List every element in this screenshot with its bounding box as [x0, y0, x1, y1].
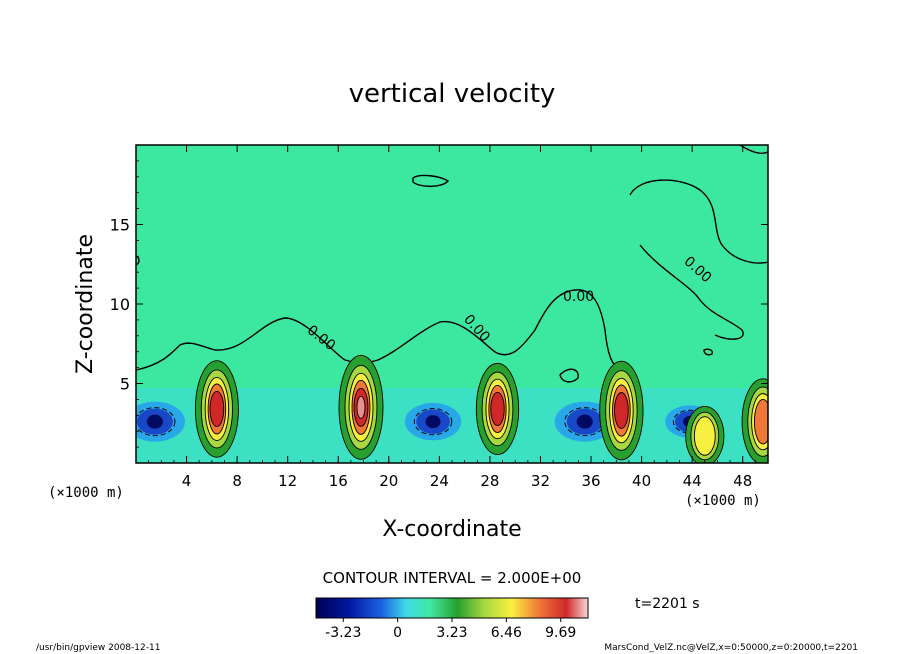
x-tick-label: 8: [232, 472, 242, 490]
downdraft-contour: [413, 408, 453, 436]
y-tick-label: 5: [120, 375, 130, 394]
x-tick-label: 48: [733, 472, 752, 490]
downdraft-contour: [136, 407, 176, 437]
x-tick-label: 36: [581, 472, 600, 490]
updraft-level: [490, 391, 505, 427]
x-unit-label-right: (×1000 m): [685, 493, 761, 509]
x-tick-label: 44: [683, 472, 702, 490]
colorbar-tick-label: -3.23: [325, 625, 361, 641]
y-tick-label: 10: [110, 295, 130, 314]
field-layer: [136, 145, 768, 463]
colorbar-tick-label: 3.23: [436, 625, 467, 641]
x-unit-label: (×1000 m): [48, 485, 124, 501]
updraft-level: [209, 390, 225, 428]
x-axis-title: X-coordinate: [382, 517, 521, 542]
downdraft-core: [576, 414, 593, 429]
downdraft-core: [425, 415, 441, 429]
x-tick-label: 24: [430, 472, 449, 490]
x-tick-label: 32: [531, 472, 550, 490]
x-tick-label: 20: [379, 472, 398, 490]
chart-title: vertical velocity: [349, 79, 556, 109]
updraft-level: [693, 416, 716, 456]
downdraft-core: [146, 414, 163, 429]
zero-contours: [136, 145, 768, 383]
footer-left: /usr/bin/gpview 2008-12-11: [36, 643, 160, 653]
x-tick-label: 40: [632, 472, 651, 490]
colorbar: [315, 597, 589, 619]
core-layer: [136, 354, 768, 463]
x-tick-label: 4: [182, 472, 192, 490]
y-tick-label: 15: [110, 216, 130, 235]
colorbar-tick-label: 9.69: [545, 625, 576, 641]
x-tick-label: 12: [278, 472, 297, 490]
updraft-level: [753, 398, 768, 445]
x-tick-label: 28: [480, 472, 499, 490]
colorbar-tick-layer: -3.23 0 3.23 6.46 9.69: [325, 618, 576, 641]
updraft-level: [356, 395, 366, 419]
colorbar-tick-label: 6.46: [491, 625, 522, 641]
updraft-level: [614, 392, 629, 430]
y-axis-title: Z-coordinate: [73, 234, 98, 374]
x-tick-label: 16: [329, 472, 348, 490]
colorbar-tick-label: 0: [393, 625, 402, 641]
time-label: t=2201 s: [635, 596, 700, 612]
footer-right: MarsCond_VelZ.nc@VelZ,x=0:50000,z=0:2000…: [604, 643, 858, 653]
contour-label: 0.00: [563, 289, 594, 305]
contour-interval-label: CONTOUR INTERVAL = 2.000E+00: [323, 569, 582, 587]
